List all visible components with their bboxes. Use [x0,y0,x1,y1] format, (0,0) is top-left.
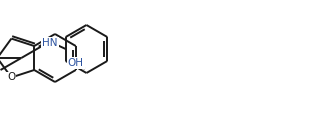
Text: OH: OH [68,58,84,68]
Text: HN: HN [42,38,58,48]
Text: O: O [7,72,16,82]
